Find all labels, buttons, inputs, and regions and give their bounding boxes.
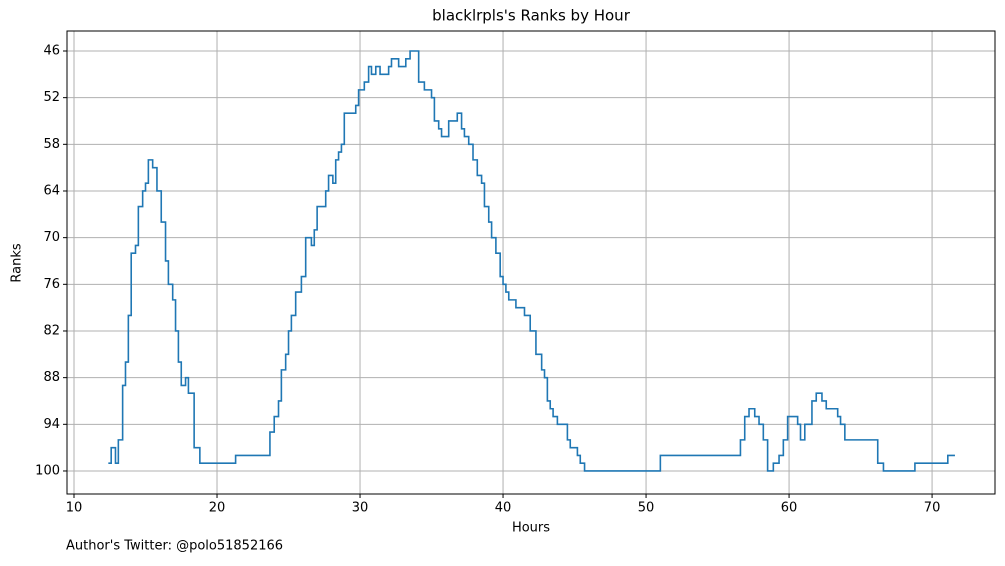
y-axis-label: Ranks (10, 243, 25, 282)
y-tick-label: 70 (43, 230, 60, 245)
y-tick-label: 46 (43, 43, 60, 58)
y-tick-label: 64 (43, 183, 60, 198)
chart-title: blacklrpls's Ranks by Hour (432, 7, 631, 25)
y-tick-label: 82 (43, 323, 60, 338)
y-tick-label: 58 (43, 137, 60, 152)
x-axis-label: Hours (512, 521, 550, 536)
y-tick-label: 76 (43, 277, 60, 292)
x-tick-label: 60 (781, 501, 798, 516)
y-tick-label: 88 (43, 370, 60, 385)
footnote: Author's Twitter: @polo51852166 (66, 539, 283, 554)
y-tick-label: 52 (43, 90, 60, 105)
y-tick-label: 94 (43, 417, 60, 432)
x-tick-label: 10 (66, 501, 83, 516)
x-tick-label: 70 (924, 501, 941, 516)
y-tick-label: 100 (35, 463, 60, 478)
x-tick-label: 40 (495, 501, 512, 516)
x-tick-label: 30 (352, 501, 369, 516)
plot-frame (66, 30, 996, 495)
rank-line (108, 50, 955, 472)
x-tick-label: 20 (209, 501, 226, 516)
x-tick-label: 50 (638, 501, 655, 516)
